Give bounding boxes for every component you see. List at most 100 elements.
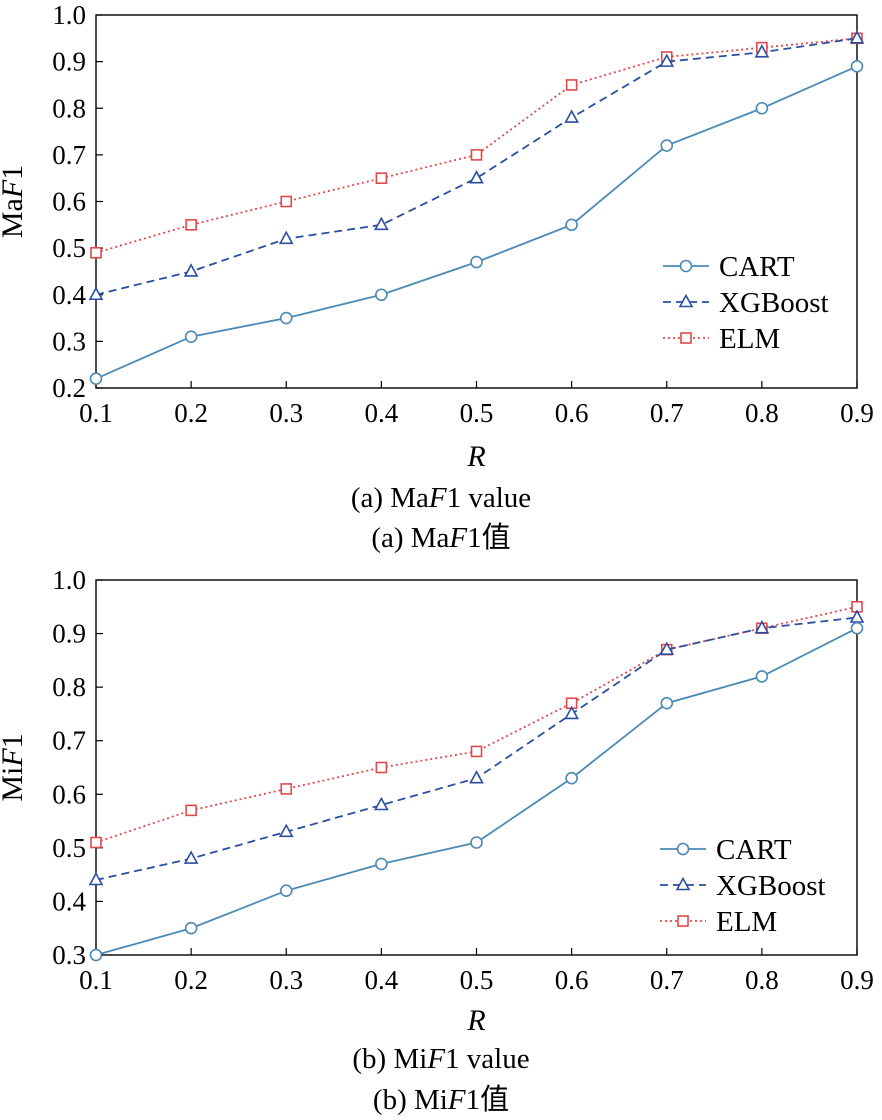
legend-marker-elm-b	[677, 915, 689, 927]
x-tick-label-a: 0.9	[840, 398, 874, 428]
caption-b-chinese: (b) MiF1值	[372, 1084, 510, 1116]
x-tick-label-a: 0.8	[745, 398, 779, 428]
point-cart-b	[89, 948, 103, 962]
point-xgboost-b	[659, 641, 675, 655]
point-xgboost-b	[278, 823, 294, 838]
point-elm-b	[90, 836, 102, 849]
x-axis-label-b: R	[466, 1004, 485, 1037]
x-tick-label-a: 0.6	[555, 398, 589, 428]
point-elm-a	[470, 149, 483, 161]
point-xgboost-a	[849, 30, 865, 44]
legend-marker-cart-a	[679, 259, 693, 273]
point-cart-a	[375, 288, 388, 302]
x-tick-label-a: 0.7	[650, 398, 684, 428]
legend-marker-xgboost-a	[678, 293, 694, 308]
x-tick-label-a: 0.5	[460, 398, 494, 428]
point-cart-a	[184, 330, 198, 344]
x-tick-label-b: 0.9	[840, 965, 874, 995]
y-tick-label-b: 0.4	[52, 886, 86, 916]
x-tick-label-b: 0.4	[365, 965, 399, 995]
y-tick-label-a: 0.4	[52, 280, 86, 310]
point-elm-b	[375, 761, 388, 774]
point-elm-b	[185, 804, 197, 817]
series-line-elm-a	[95, 37, 858, 254]
y-tick-label-b: 0.9	[52, 619, 86, 649]
legend-marker-xgboost-b	[675, 876, 691, 891]
point-cart-b	[375, 857, 388, 871]
point-xgboost-b	[754, 620, 770, 634]
series-line-xgboost-a	[95, 37, 858, 296]
x-tick-label-b: 0.2	[174, 965, 208, 995]
point-cart-b	[470, 836, 483, 849]
x-tick-label-a: 0.3	[269, 398, 303, 428]
x-tick-label-b: 0.1	[79, 965, 113, 995]
point-elm-a	[375, 172, 388, 184]
y-tick-label-a: 0.3	[52, 326, 86, 356]
x-tick-label-b: 0.6	[555, 965, 589, 995]
x-tick-label-b: 0.5	[460, 965, 494, 995]
chart-b: 0.1 0.2 0.3 0.4 0.5 0.6 0.7 0.8 0.9 0.3 0.4 0.5 0.6 0…	[0, 565, 874, 1037]
legend-label-xgboost-a: XGBoost	[719, 287, 829, 319]
legend-label-cart-b: CART	[716, 834, 792, 866]
point-xgboost-a	[469, 170, 484, 184]
y-tick-label-a: 0.8	[52, 93, 86, 123]
x-tick-label-a: 0.1	[79, 398, 113, 428]
point-xgboost-a	[564, 109, 579, 123]
point-elm-b	[470, 745, 483, 758]
y-tick-label-a: 0.6	[52, 187, 86, 217]
y-tick-label-a: 1.0	[52, 0, 86, 30]
point-elm-a	[90, 246, 102, 259]
x-tick-label-b: 0.3	[269, 965, 303, 995]
series-line-elm-b	[95, 605, 858, 844]
point-elm-a	[565, 79, 578, 91]
point-xgboost-a	[374, 216, 389, 231]
y-axis-label-a: MaF1	[0, 165, 29, 238]
x-tick-label-b: 0.8	[745, 965, 779, 995]
point-xgboost-a	[278, 230, 294, 245]
x-axis-label-a: R	[466, 440, 485, 473]
caption-b-english: (b) MiF1 value	[352, 1043, 530, 1075]
legend-label-xgboost-b: XGBoost	[716, 870, 826, 902]
point-xgboost-b	[469, 770, 484, 784]
point-xgboost-b	[183, 850, 199, 864]
legend-marker-cart-b	[676, 842, 690, 856]
y-tick-label-b: 0.6	[52, 779, 86, 809]
y-tick-label-b: 0.8	[52, 672, 86, 702]
caption-a-english: (a) MaF1 value	[350, 482, 532, 514]
point-cart-b	[565, 771, 578, 785]
chart-a: 0.1 0.2 0.3 0.4 0.5 0.6 0.7 0.8 0.90.20.30.40.50…	[0, 0, 874, 473]
point-cart-a	[89, 372, 103, 385]
legend-marker-elm-a	[680, 332, 692, 344]
y-tick-label-a: 0.9	[52, 47, 86, 77]
x-tick-label-a: 0.2	[174, 398, 208, 428]
point-cart-b	[279, 884, 293, 898]
point-xgboost-a	[88, 286, 104, 301]
y-tick-label-b: 1.0	[52, 565, 86, 595]
point-cart-a	[565, 218, 578, 232]
x-tick-label-a: 0.4	[365, 398, 399, 428]
point-cart-a	[755, 101, 769, 115]
legend-label-cart-a: CART	[719, 251, 795, 283]
legend-label-elm-a: ELM	[719, 323, 780, 355]
point-xgboost-a	[659, 53, 675, 67]
point-xgboost-b	[374, 796, 389, 811]
y-tick-label-a: 0.2	[52, 373, 86, 403]
point-cart-a	[279, 311, 293, 325]
y-tick-label-b: 0.7	[52, 726, 86, 756]
y-tick-label-b: 0.3	[52, 940, 86, 970]
point-xgboost-b	[849, 609, 865, 623]
y-tick-label-b: 0.5	[52, 833, 86, 863]
point-xgboost-b	[88, 871, 104, 886]
point-elm-a	[280, 195, 293, 208]
caption-a-chinese: (a) MaF1值	[371, 522, 511, 554]
point-cart-b	[660, 696, 674, 710]
x-tick-label-b: 0.7	[650, 965, 684, 995]
point-elm-a	[185, 219, 197, 231]
point-cart-a	[660, 139, 674, 152]
point-cart-b	[184, 921, 198, 935]
point-cart-a	[850, 59, 864, 73]
point-cart-b	[755, 670, 769, 683]
y-axis-label-b: MiF1	[0, 733, 29, 801]
point-cart-a	[470, 255, 483, 269]
